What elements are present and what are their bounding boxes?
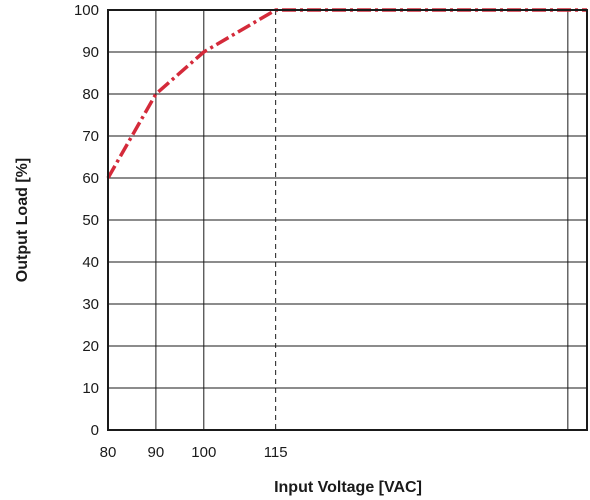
series-layer: [106, 8, 587, 179]
y-tick-label: 20: [82, 338, 99, 355]
y-tick-label: 80: [82, 86, 99, 103]
y-tick-label: 50: [82, 212, 99, 229]
x-tick-label: 115: [264, 444, 288, 461]
x-tick-label: 100: [191, 444, 216, 461]
y-axis-label: Output Load [%]: [14, 158, 31, 282]
x-tick-label: 90: [148, 444, 165, 461]
y-tick-label: 60: [82, 170, 99, 187]
y-tick-label: 90: [82, 44, 99, 61]
plot-frame: [107, 9, 588, 431]
y-tick-label: 0: [91, 422, 99, 439]
y-tick-label: 40: [82, 254, 99, 271]
x-tick-label: 80: [100, 444, 117, 461]
y-tick-label: 70: [82, 128, 99, 145]
x-axis-label: Input Voltage [VAC]: [274, 479, 422, 496]
y-tick-label: 100: [74, 2, 99, 19]
y-tick-labels: 0 10 20 30 40 50 60 70 80 90 100: [74, 2, 99, 439]
grid: [108, 10, 587, 430]
series-line: [106, 8, 587, 179]
y-tick-label: 10: [82, 380, 99, 397]
x-tick-labels: 80 90 100 115: [100, 444, 288, 461]
y-tick-label: 30: [82, 296, 99, 313]
